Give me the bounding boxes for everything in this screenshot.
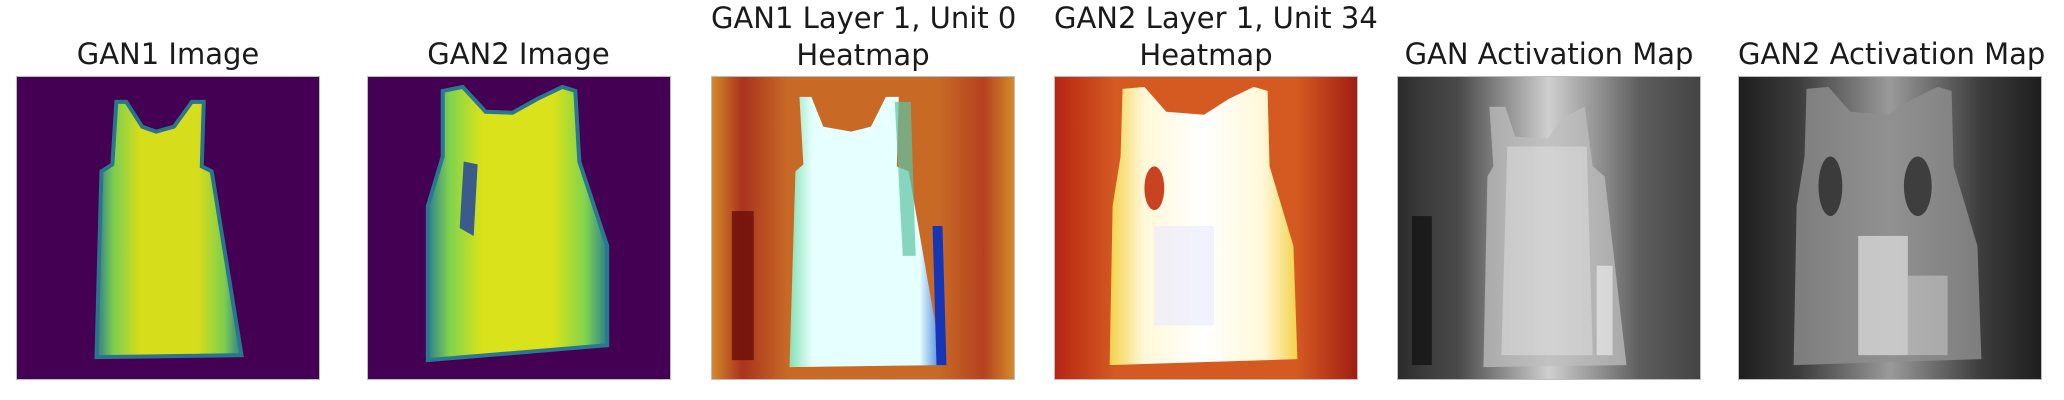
gan2-image-title: GAN2 Image xyxy=(427,37,610,71)
gan1-activation-map-title: GAN Activation Map xyxy=(1404,37,1694,71)
gan1-layer1-heatmap xyxy=(711,76,1015,380)
gan2-heatmap-title-line1: GAN2 Layer 1, Unit 34 xyxy=(1054,1,1378,35)
gan2-heatmap-title-line2: Heatmap xyxy=(1139,38,1273,72)
gan1-heatmap-title: GAN1 Layer 1, Unit 0 Heatmap xyxy=(711,0,1017,74)
gan1-image-title: GAN1 Image xyxy=(76,37,260,71)
gan1-image xyxy=(16,76,320,380)
gan1-activation-map xyxy=(1397,76,1701,380)
gan2-activation-map-title: GAN2 Activation Map xyxy=(1738,37,2046,71)
gan2-image xyxy=(367,76,671,380)
gan2-activation-map xyxy=(1738,76,2042,380)
gan1-heatmap-title-line1: GAN1 Layer 1, Unit 0 xyxy=(711,1,1017,35)
gan1-heatmap-title-line2: Heatmap xyxy=(796,38,930,72)
gan2-layer1-heatmap xyxy=(1054,76,1358,380)
gan2-heatmap-title: GAN2 Layer 1, Unit 34 Heatmap xyxy=(1054,0,1378,74)
